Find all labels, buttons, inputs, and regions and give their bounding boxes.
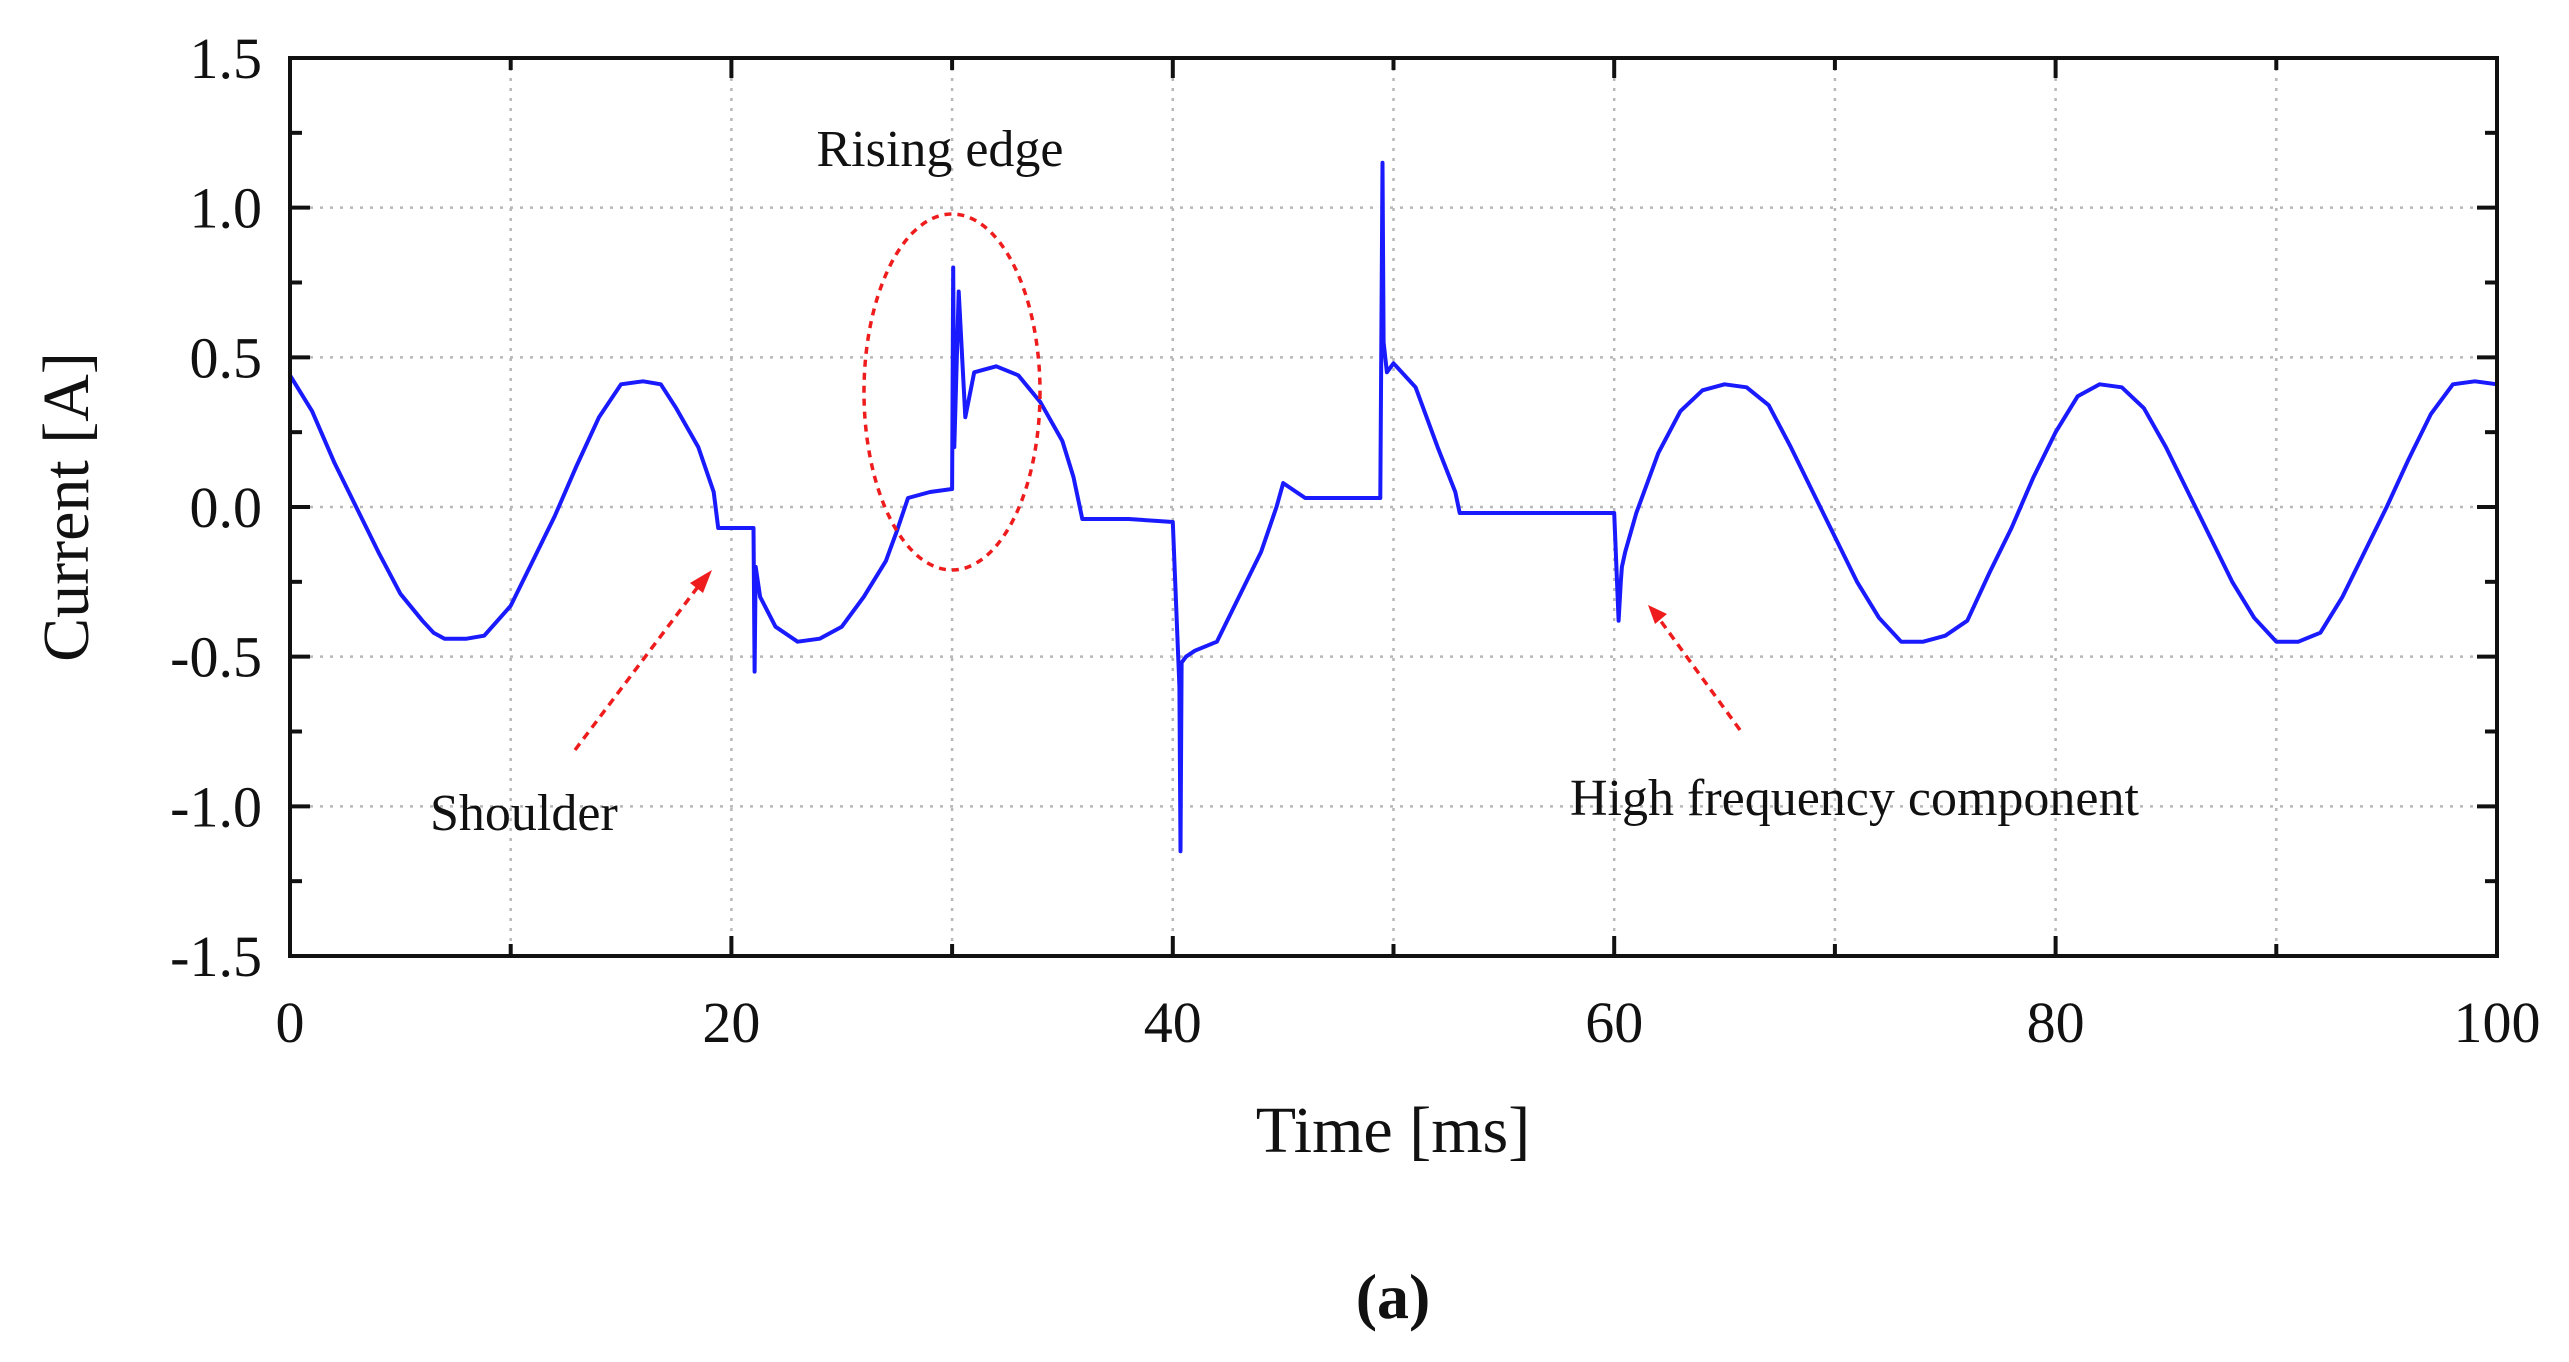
grid bbox=[290, 58, 2497, 956]
high-frequency-arrowhead bbox=[1648, 605, 1667, 624]
annotation-high-frequency-component: High frequency component bbox=[1570, 770, 2139, 827]
series-line-current bbox=[288, 160, 2499, 854]
x-tick-label: 0 bbox=[276, 990, 305, 1055]
x-tick-labels: 0 20 40 60 80 100 bbox=[276, 990, 2541, 1055]
series-layer bbox=[288, 160, 2499, 854]
x-tick-label: 100 bbox=[2454, 990, 2541, 1055]
shoulder-arrow bbox=[573, 582, 702, 752]
annotations: Rising edge Shoulder High frequency comp… bbox=[430, 121, 2139, 842]
figure-caption: (a) bbox=[1356, 1261, 1431, 1332]
y-tick-label: 1.5 bbox=[190, 26, 263, 91]
x-tick-label: 40 bbox=[1144, 990, 1202, 1055]
x-tick-label: 80 bbox=[2027, 990, 2085, 1055]
y-axis-title: Current [A] bbox=[30, 352, 103, 662]
y-tick-label: 0.5 bbox=[190, 325, 263, 390]
y-tick-label: 1.0 bbox=[190, 176, 263, 241]
x-tick-label: 60 bbox=[1585, 990, 1643, 1055]
y-tick-label: -1.0 bbox=[170, 774, 262, 839]
rising-edge-ellipse bbox=[862, 212, 1042, 572]
annotation-rising-edge: Rising edge bbox=[817, 121, 1064, 178]
shoulder-arrowhead bbox=[690, 570, 712, 593]
annotation-shoulder: Shoulder bbox=[430, 785, 618, 842]
high-frequency-arrow bbox=[1658, 618, 1742, 732]
ticks bbox=[288, 56, 2499, 958]
y-tick-label: -1.5 bbox=[170, 924, 262, 989]
y-tick-label: 0.0 bbox=[190, 475, 263, 540]
y-tick-label: -0.5 bbox=[170, 625, 262, 690]
y-tick-labels: -1.5 -1.0 -0.5 0.0 0.5 1.0 1.5 bbox=[170, 26, 262, 989]
x-axis-title: Time [ms] bbox=[1256, 1094, 1530, 1167]
x-tick-label: 20 bbox=[702, 990, 760, 1055]
